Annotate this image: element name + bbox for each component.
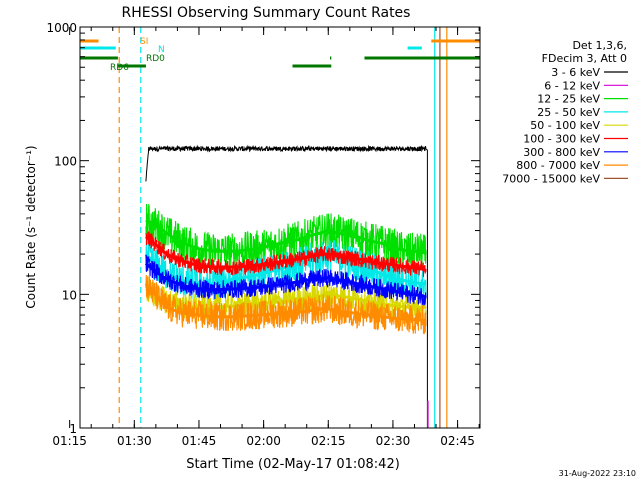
marker-label: SI — [140, 37, 148, 47]
axes: 01:15 01:30 01:45 02:00 02:15 02:30 02:45 1 10 10… — [46, 21, 480, 448]
marker-label: RD6 — [110, 63, 129, 73]
legend-entry-label: 6 - 12 keV — [544, 79, 600, 92]
footer-timestamp: 31-Aug-2022 23:10 — [559, 469, 636, 478]
series-band — [144, 235, 427, 273]
series-band — [144, 262, 427, 299]
legend-entry-label: 300 - 800 keV — [523, 146, 600, 159]
legend-entry-label: 100 - 300 keV — [523, 133, 600, 146]
y-tick-label: 1 — [69, 422, 77, 436]
x-tick-label: 01:30 — [117, 434, 152, 448]
marker-label: N — [158, 45, 165, 55]
series-band — [145, 218, 427, 256]
x-tick-label: 01:15 — [52, 434, 87, 448]
marker-label: RD0 — [146, 54, 165, 64]
x-tick-label: 02:45 — [440, 434, 475, 448]
legend-header: FDecim 3, Att 0 — [542, 52, 627, 65]
chart-title: RHESSI Observing Summary Count Rates — [122, 5, 411, 21]
series-line — [145, 254, 427, 306]
y-tick-label: 100 — [54, 155, 77, 169]
series-line — [145, 230, 427, 277]
y-axis-label: Count Rate (s⁻¹ detector⁻¹) — [24, 145, 38, 308]
x-tick-label: 02:30 — [376, 434, 411, 448]
plot-area: SI N RD6 RD0 — [80, 27, 480, 428]
x-tick-label: 01:45 — [182, 434, 217, 448]
legend-entry-label: 3 - 6 keV — [551, 66, 600, 79]
x-tick-label: 02:00 — [246, 434, 281, 448]
x-axis-label: Start Time (02-May-17 01:08:42) — [186, 457, 400, 472]
plot-content: SI N RD6 RD0 — [80, 27, 480, 428]
y-tick-label: 1000 — [46, 21, 77, 35]
x-tick-label: 02:15 — [311, 434, 346, 448]
legend-header: Det 1,3,6, — [572, 39, 627, 52]
series-band — [144, 282, 427, 322]
legend-entry-label: 800 - 7000 keV — [516, 159, 600, 172]
series-line — [145, 144, 428, 428]
y-tick-label: 10 — [62, 288, 77, 302]
legend-entry-label: 25 - 50 keV — [537, 106, 600, 119]
legend-entry-label: 12 - 25 keV — [537, 93, 600, 106]
legend-entry-label: 50 - 100 keV — [530, 119, 600, 132]
legend-entry-label: 7000 - 15000 keV — [502, 172, 600, 185]
plot-frame — [79, 26, 481, 429]
